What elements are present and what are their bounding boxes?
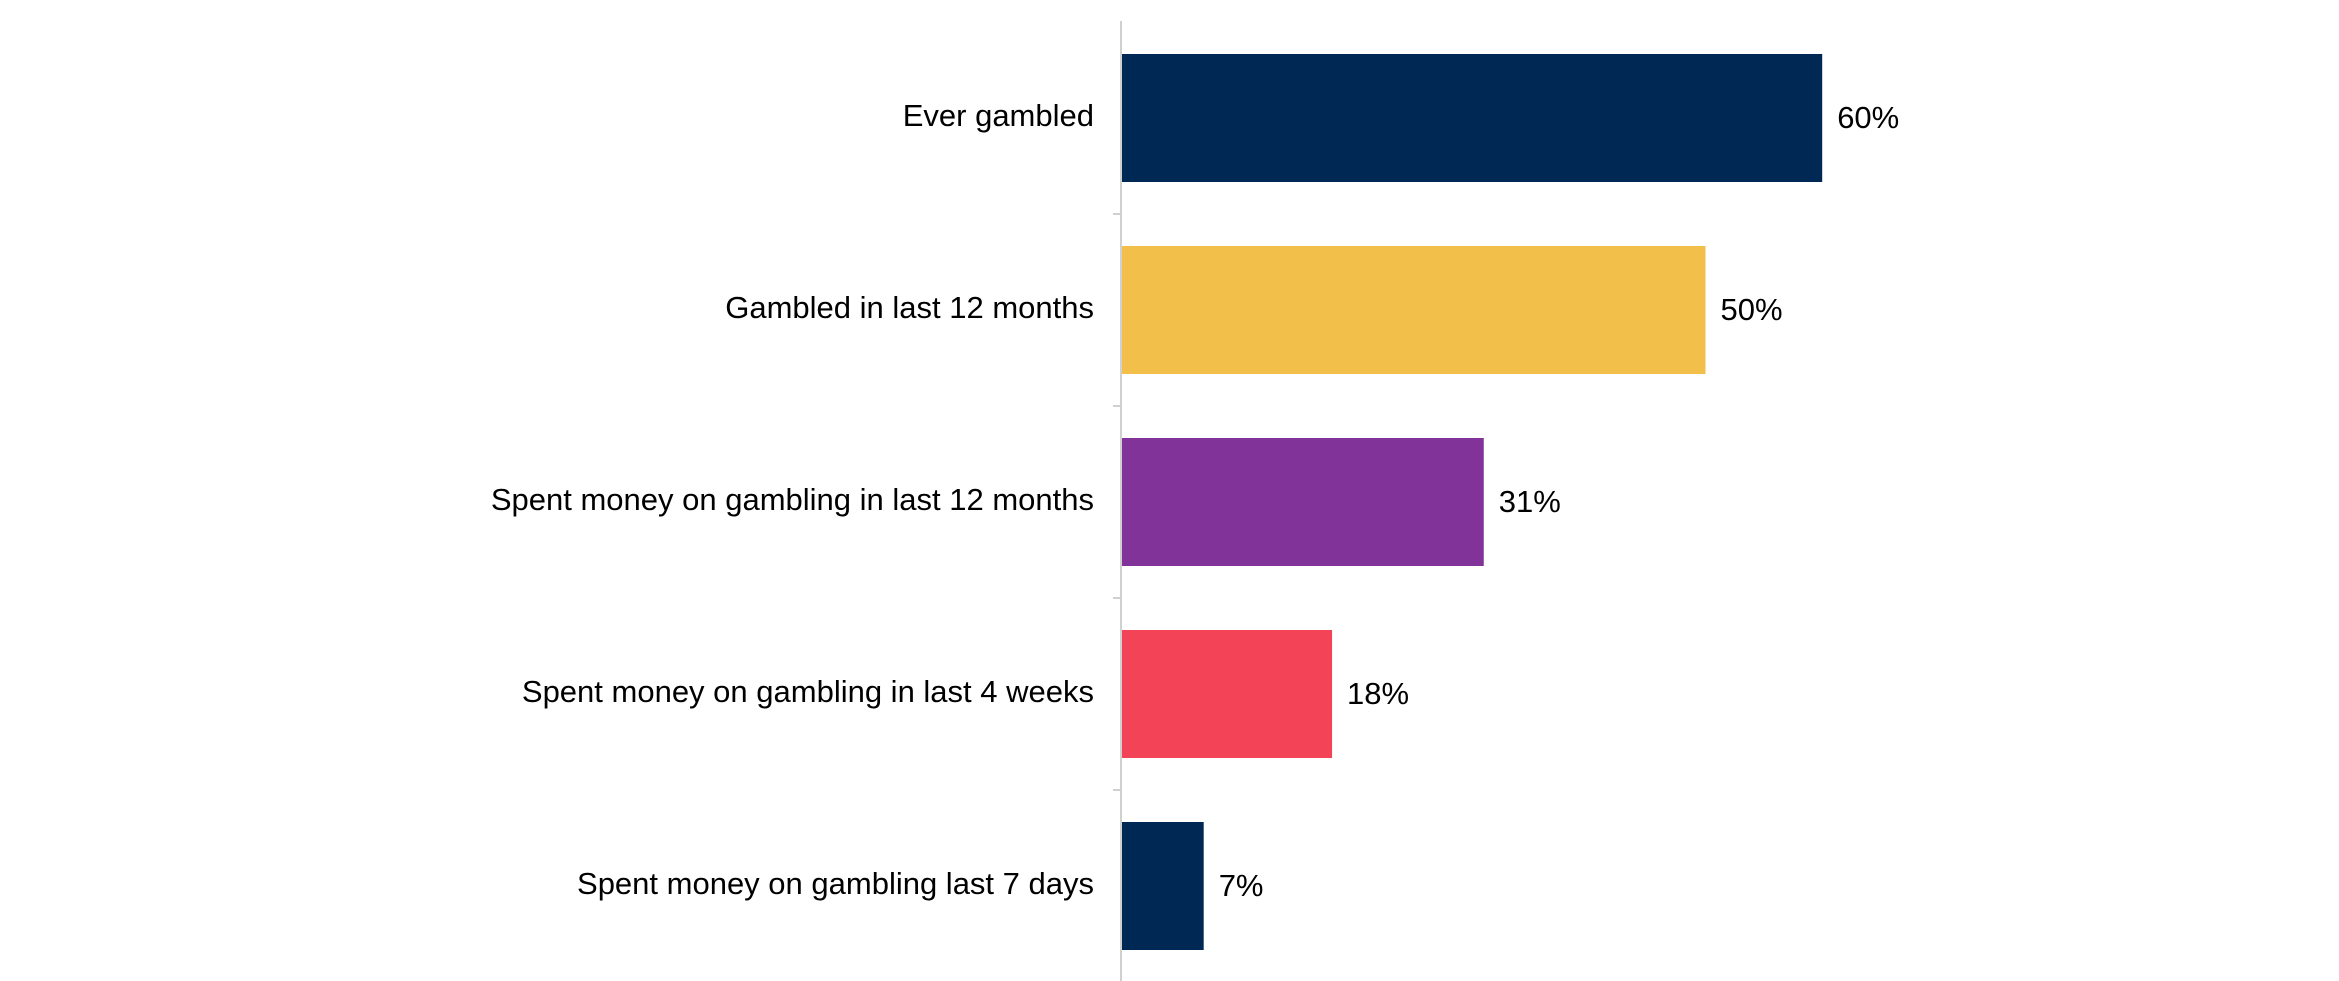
category-label: Gambled in last 12 months xyxy=(725,290,1094,325)
value-label: 18% xyxy=(1347,676,1409,711)
value-label: 50% xyxy=(1721,292,1783,327)
value-label: 60% xyxy=(1837,100,1899,135)
value-label: 31% xyxy=(1499,484,1561,519)
category-label: Spent money on gambling in last 12 month… xyxy=(491,482,1094,517)
value-label: 7% xyxy=(1219,868,1264,903)
category-label: Ever gambled xyxy=(903,98,1094,133)
category-label: Spent money on gambling last 7 days xyxy=(577,866,1094,901)
bar xyxy=(1122,438,1484,566)
bar xyxy=(1122,246,1706,374)
bar xyxy=(1122,630,1333,758)
category-label: Spent money on gambling in last 4 weeks xyxy=(522,674,1094,709)
bar xyxy=(1122,822,1204,950)
bar xyxy=(1122,54,1823,182)
